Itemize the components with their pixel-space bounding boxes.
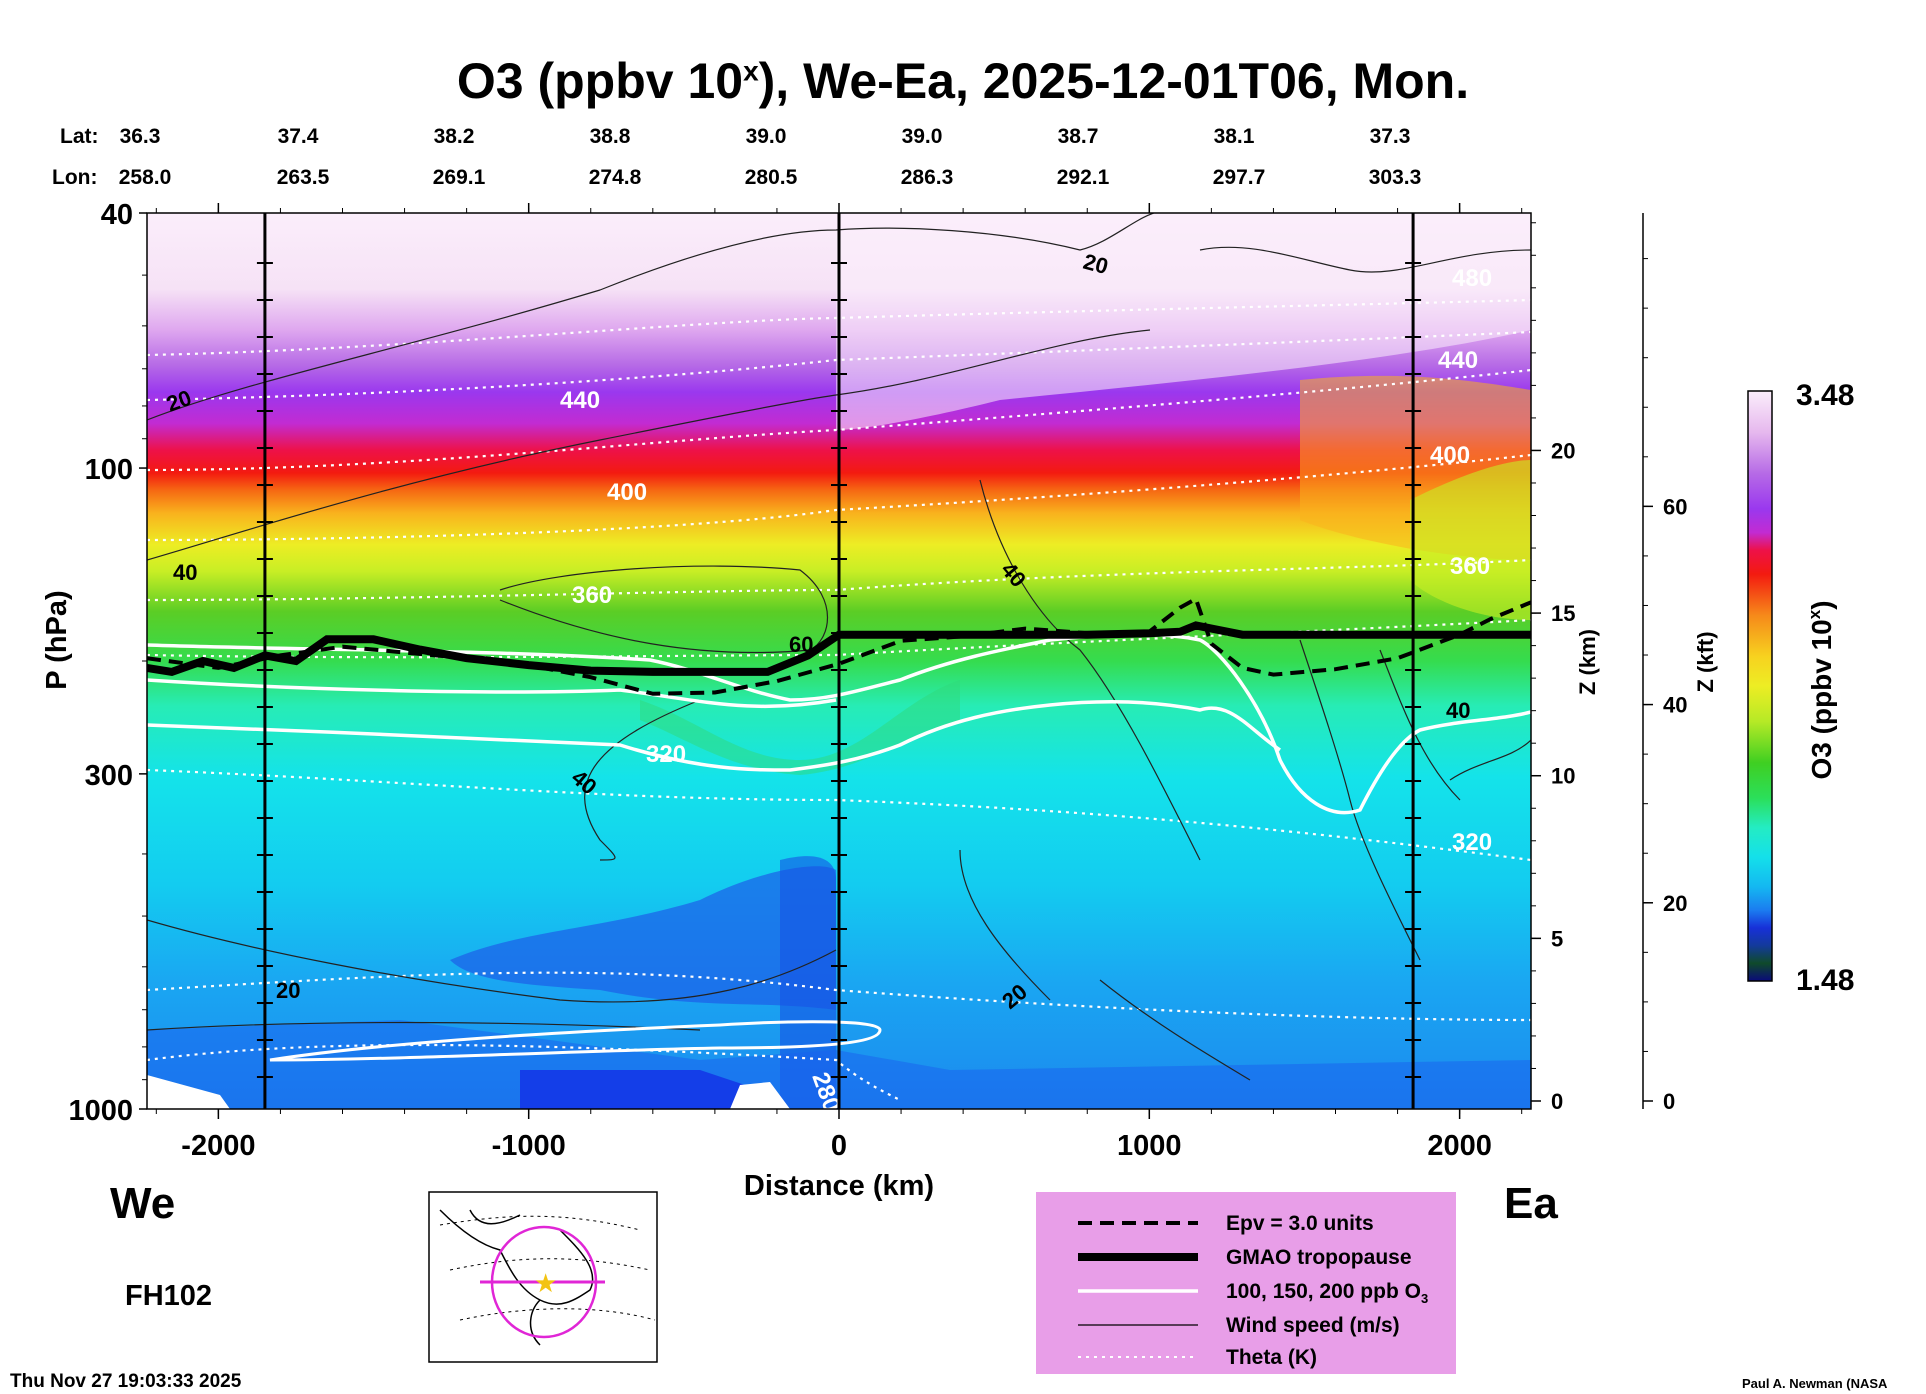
- legend-theta: Theta (K): [1078, 1346, 1317, 1369]
- y-axis-label: P (hPa): [41, 590, 73, 689]
- lon-value: 297.7: [1213, 166, 1266, 189]
- x-tick-label: -2000: [181, 1130, 255, 1162]
- east-label: Ea: [1504, 1179, 1558, 1228]
- west-label: We: [110, 1179, 175, 1228]
- colorbar-min: 1.48: [1796, 964, 1854, 997]
- epv-line: [147, 596, 1531, 696]
- x-tick-label: -1000: [492, 1130, 566, 1162]
- theta-label-400: 400: [607, 479, 647, 506]
- o3-white-contours: [147, 632, 1531, 1062]
- lat-value: 39.0: [746, 125, 787, 148]
- z-km-tick-label: 15: [1551, 601, 1575, 626]
- y-tick-label: 300: [85, 760, 133, 792]
- wind-label-40-left: 40: [173, 560, 197, 585]
- footer-timestamp: Thu Nov 27 19:03:33 2025: [10, 1371, 242, 1392]
- y-tick-label: 40: [101, 199, 133, 231]
- legend-epv: Epv = 3.0 units: [1078, 1212, 1374, 1235]
- z-km-tick-label: 20: [1551, 438, 1575, 463]
- lon-value: 280.5: [745, 166, 798, 189]
- theta-label-440-right: 440: [1438, 347, 1478, 374]
- x-axis: -2000 -1000 0 1000 2000: [155, 203, 1523, 1162]
- wind-label-20-lowleft: 20: [276, 978, 300, 1003]
- lon-value: 292.1: [1057, 166, 1110, 189]
- theta-label-480-right: 480: [1452, 265, 1492, 292]
- inset-map: ★: [428, 1191, 658, 1363]
- theta-label-360-right: 360: [1450, 553, 1490, 580]
- z-km-label: Z (km): [1575, 629, 1600, 695]
- chart-title: O3 (ppbv 10x), We-Ea, 2025-12-01T06, Mon…: [456, 53, 1470, 109]
- vertical-lines: [256, 213, 1422, 1109]
- colorbar-label: O3 (ppbv 10x): [1805, 600, 1837, 779]
- z-kft-tick-label: 0: [1663, 1089, 1675, 1114]
- x-axis-label: Distance (km): [744, 1170, 934, 1202]
- lon-label: Lon:: [52, 166, 97, 189]
- z-kft-label: Z (kft): [1693, 631, 1718, 692]
- lon-value: 303.3: [1369, 166, 1422, 189]
- y-tick-label: 1000: [68, 1095, 133, 1127]
- blue-deep-patch: [520, 1070, 760, 1109]
- lat-value: 36.3: [120, 125, 161, 148]
- theta-label-320: 320: [646, 741, 686, 768]
- terrain-left: [147, 1075, 230, 1109]
- lat-value: 38.7: [1058, 125, 1099, 148]
- lat-label: Lat:: [60, 125, 99, 148]
- lon-value: 286.3: [901, 166, 954, 189]
- theta-label-360: 360: [572, 582, 612, 609]
- right-upper-lighter: [836, 213, 1531, 430]
- theta-label-400-right: 400: [1430, 442, 1470, 469]
- lat-value: 38.8: [590, 125, 631, 148]
- lon-value: 263.5: [277, 166, 330, 189]
- z-kft-tick-label: 20: [1663, 891, 1687, 916]
- colorbar: [1747, 390, 1773, 982]
- lat-value: 39.0: [902, 125, 943, 148]
- terrain-center: [730, 1082, 790, 1109]
- z-kft-tick-label: 60: [1663, 494, 1687, 519]
- colorbar-max: 3.48: [1796, 379, 1854, 412]
- y-axis: 40 100 300 1000: [68, 199, 147, 1127]
- map-star-icon: ★: [534, 1268, 557, 1298]
- theta-label-440: 440: [560, 387, 600, 414]
- z-km-tick-label: 5: [1551, 926, 1563, 951]
- legend-wind: Wind speed (m/s): [1078, 1314, 1400, 1337]
- wind-label-60: 60: [789, 632, 813, 657]
- y-tick-label: 100: [85, 454, 133, 486]
- footer-credit: Paul A. Newman (NASA: [1742, 1376, 1888, 1391]
- theta-lines: [147, 298, 1531, 1101]
- x-tick-label: 1000: [1117, 1130, 1182, 1162]
- lon-value: 269.1: [433, 166, 486, 189]
- z-kft-axis: 60 40 20 0: [1642, 213, 1687, 1114]
- z-km-axis: 20 15 10 5 0: [1531, 222, 1575, 1114]
- blue-patch-a: [450, 866, 836, 1010]
- map-graticule: [439, 1215, 656, 1321]
- tropopause-line: [147, 621, 1531, 677]
- lat-value: 37.3: [1370, 125, 1411, 148]
- wind-label-40-far: 40: [1446, 698, 1470, 723]
- coastline: [439, 1209, 594, 1346]
- lat-value: 38.1: [1214, 125, 1255, 148]
- theta-label-320-right: 320: [1452, 829, 1492, 856]
- forecast-hour: FH102: [125, 1280, 212, 1312]
- lon-value: 274.8: [589, 166, 642, 189]
- legend: Epv = 3.0 units GMAO tropopause 100, 150…: [1036, 1192, 1456, 1374]
- right-yellow-patch: [1410, 460, 1531, 620]
- z-kft-tick-label: 40: [1663, 693, 1687, 718]
- lat-value: 37.4: [278, 125, 319, 148]
- wind-lines: [147, 213, 1531, 1081]
- x-tick-label: 0: [831, 1130, 847, 1162]
- z-km-tick-label: 10: [1551, 764, 1575, 789]
- lat-lon-header: Lat: Lon: 36.3 37.4 38.2 38.8 39.0 39.0 38.7 38…: [52, 125, 1421, 189]
- z-km-tick-label: 0: [1551, 1089, 1563, 1114]
- map-frame: [428, 1191, 658, 1363]
- lat-value: 38.2: [434, 125, 475, 148]
- legend-tropopause: GMAO tropopause: [1078, 1246, 1412, 1269]
- lon-value: 258.0: [119, 166, 172, 189]
- x-tick-label: 2000: [1427, 1130, 1492, 1162]
- legend-o3-contours: 100, 150, 200 ppb O3: [1078, 1280, 1429, 1307]
